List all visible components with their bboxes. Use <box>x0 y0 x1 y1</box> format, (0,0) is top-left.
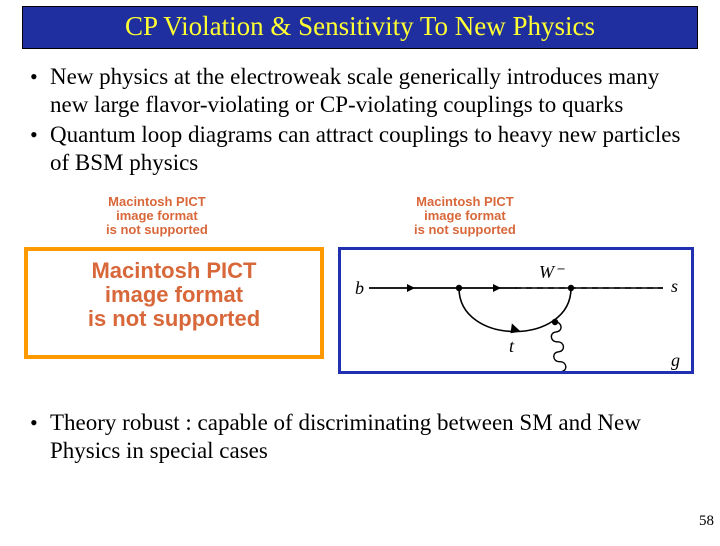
list-item: • Quantum loop diagrams can attract coup… <box>28 121 692 177</box>
feynman-label-g: g <box>671 350 680 370</box>
bullet-list-bottom: • Theory robust : capable of discriminat… <box>28 409 692 465</box>
feynman-diagram: b W⁻ s t g <box>341 250 691 371</box>
pict-unsupported-label-large: Macintosh PICT image format is not suppo… <box>40 259 308 331</box>
feynman-label-w: W⁻ <box>539 262 565 282</box>
diagram-area: Macintosh PICT image format is not suppo… <box>0 195 720 395</box>
bullet-text: New physics at the electroweak scale gen… <box>50 63 692 119</box>
bullet-dot-icon: • <box>28 409 50 437</box>
feynman-label-t: t <box>509 336 515 356</box>
feynman-diagram-box: b W⁻ s t g <box>338 247 694 374</box>
list-item: • New physics at the electroweak scale g… <box>28 63 692 119</box>
feynman-label-b: b <box>355 278 364 298</box>
bullet-list-top: • New physics at the electroweak scale g… <box>28 63 692 177</box>
bullet-dot-icon: • <box>28 63 50 91</box>
bullet-dot-icon: • <box>28 121 50 149</box>
page-number: 58 <box>699 513 714 530</box>
slide-title-bar: CP Violation & Sensitivity To New Physic… <box>22 6 698 49</box>
bullet-text: Quantum loop diagrams can attract coupli… <box>50 121 692 177</box>
slide-title: CP Violation & Sensitivity To New Physic… <box>125 11 595 41</box>
left-image-placeholder: Macintosh PICT image format is not suppo… <box>24 247 324 359</box>
pict-unsupported-label: Macintosh PICT image format is not suppo… <box>414 195 516 237</box>
bullet-text: Theory robust : capable of discriminatin… <box>50 409 692 465</box>
feynman-label-s: s <box>671 276 678 296</box>
pict-unsupported-label: Macintosh PICT image format is not suppo… <box>106 195 208 237</box>
list-item: • Theory robust : capable of discriminat… <box>28 409 692 465</box>
